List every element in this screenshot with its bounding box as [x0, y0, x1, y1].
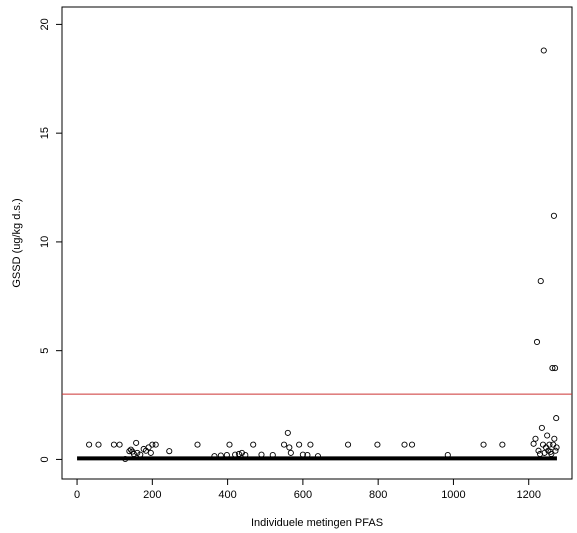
data-point: [133, 439, 140, 446]
data-point: [194, 441, 201, 448]
plot-frame: [61, 6, 573, 480]
data-point: [345, 441, 352, 448]
data-point: [145, 444, 152, 451]
data-point: [86, 441, 93, 448]
data-point: [553, 415, 560, 422]
data-point: [122, 455, 129, 463]
data-point: [532, 435, 539, 442]
x-axis-title: Individuele metingen PFAS: [251, 517, 383, 529]
data-point: [499, 441, 506, 448]
data-point: [287, 449, 294, 456]
data-point: [110, 441, 117, 448]
y-axis-title: GSSD (ug/kg d.s.): [11, 198, 23, 287]
data-point: [314, 453, 321, 460]
y-tick-label: 15: [39, 127, 51, 139]
data-point: [552, 365, 559, 372]
data-point: [374, 441, 381, 448]
x-tick-label: 800: [369, 489, 387, 501]
data-point: [126, 448, 133, 455]
x-tick-label: 1000: [441, 489, 465, 501]
data-point: [137, 451, 144, 458]
data-point: [95, 441, 102, 448]
data-point: [134, 449, 141, 456]
data-point: [550, 441, 557, 448]
data-point: [258, 451, 265, 458]
data-point: [226, 441, 233, 448]
data-point: [232, 451, 239, 458]
data-point: [408, 441, 416, 448]
data-point: [549, 365, 556, 372]
data-point: [269, 452, 276, 459]
data-point: [540, 47, 547, 54]
data-point: [480, 441, 487, 448]
data-point: [551, 435, 558, 442]
data-point: [211, 453, 218, 460]
x-tick-label: 400: [218, 489, 236, 501]
x-tick-label: 600: [294, 489, 312, 501]
data-point: [550, 212, 557, 219]
data-point: [130, 450, 137, 458]
data-point: [538, 424, 545, 431]
x-tick-label: 1200: [516, 489, 540, 501]
data-point: [530, 440, 537, 447]
data-point: [116, 441, 123, 448]
data-point: [152, 441, 159, 448]
y-tick-label: 20: [39, 18, 51, 30]
data-point: [533, 338, 541, 346]
data-point: [217, 452, 224, 459]
data-point: [552, 447, 559, 454]
y-tick-label: 10: [39, 236, 51, 248]
data-point: [147, 449, 154, 456]
data-point: [235, 450, 242, 458]
data-point: [546, 441, 553, 448]
data-point: [304, 452, 311, 459]
y-axis: 0 5 10 15 20: [39, 18, 62, 462]
data-point: [242, 452, 249, 459]
data-points: [86, 47, 560, 463]
data-point: [286, 444, 293, 451]
data-point: [299, 451, 306, 458]
data-point: [535, 447, 542, 454]
data-point: [544, 432, 551, 439]
data-point: [250, 441, 257, 448]
y-tick-label: 0: [39, 456, 51, 462]
data-point: [284, 429, 291, 436]
data-point: [553, 444, 560, 451]
data-point: [223, 452, 230, 459]
x-tick-label: 0: [74, 489, 80, 501]
data-point: [537, 278, 544, 285]
data-point: [548, 450, 555, 458]
data-point: [444, 452, 451, 459]
data-point: [536, 450, 544, 458]
y-tick-label: 5: [39, 348, 51, 354]
x-axis: 0 200 400 600 800 1000 1200: [74, 479, 541, 501]
data-point: [307, 441, 314, 448]
data-point: [149, 441, 156, 448]
data-point: [281, 441, 288, 448]
data-point: [401, 441, 408, 448]
x-tick-label: 200: [143, 489, 161, 501]
data-point: [539, 441, 547, 448]
data-point: [296, 441, 303, 448]
data-point: [166, 448, 173, 455]
